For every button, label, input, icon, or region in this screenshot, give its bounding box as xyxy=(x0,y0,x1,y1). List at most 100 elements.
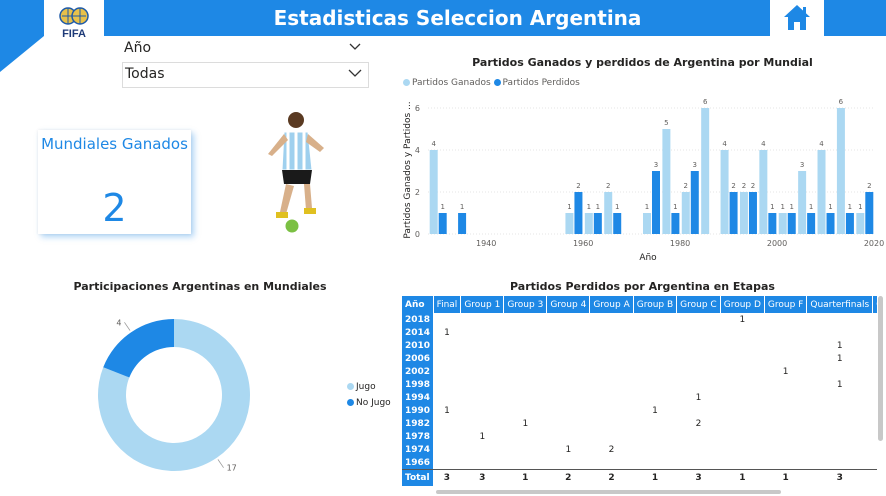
bar-won[interactable] xyxy=(681,192,690,234)
matrix-column-header[interactable]: Group 3 xyxy=(503,296,548,313)
bar-won[interactable] xyxy=(759,150,768,234)
bar-won[interactable] xyxy=(604,192,613,234)
bar-lost[interactable] xyxy=(787,213,796,234)
matrix-column-header[interactable]: Group C xyxy=(676,296,721,313)
matrix-row-header: 1966 xyxy=(402,456,434,470)
bar-lost[interactable] xyxy=(574,192,583,234)
matrix-row: 1966 xyxy=(402,456,877,470)
matrix-column-header[interactable]: Group 4 xyxy=(546,296,591,313)
matrix-cell xyxy=(764,313,806,326)
matrix-cell xyxy=(677,378,721,391)
bar-lost[interactable] xyxy=(613,213,622,234)
matrix-cell xyxy=(504,326,547,339)
matrix-cell xyxy=(504,391,547,404)
bar-lost[interactable] xyxy=(671,213,680,234)
bar-lost[interactable] xyxy=(729,192,738,234)
year-slicer-header[interactable]: Año xyxy=(122,37,367,61)
bar-won[interactable] xyxy=(856,213,865,234)
matrix-cell xyxy=(677,443,721,456)
bar-won[interactable] xyxy=(798,171,807,234)
matrix-cell xyxy=(677,326,721,339)
year-dropdown[interactable]: Todas xyxy=(122,62,369,88)
bar-lost[interactable] xyxy=(768,213,777,234)
matrix-row-header: 1974 xyxy=(402,443,434,456)
donut-slice[interactable] xyxy=(103,319,174,378)
x-tick-label: 1960 xyxy=(573,239,593,248)
year-slicer-label: Año xyxy=(124,40,152,56)
bar-lost[interactable] xyxy=(690,171,699,234)
bar-lost[interactable] xyxy=(652,171,660,234)
matrix-cell: 1 xyxy=(503,469,547,486)
matrix-row: 2010 1 xyxy=(402,339,877,352)
matrix-cell: 1 xyxy=(695,392,702,403)
matrix-column-header[interactable]: Quarte xyxy=(872,296,877,313)
legend-item-no-jugo[interactable]: No Jugo xyxy=(347,398,391,408)
matrix-column-header[interactable]: Group 1 xyxy=(460,296,505,313)
legend-item-jugo[interactable]: Jugo xyxy=(347,382,391,392)
matrix-cell xyxy=(633,391,676,404)
bar-won[interactable] xyxy=(584,213,593,234)
matrix-cell xyxy=(873,404,877,417)
bar-lost[interactable] xyxy=(865,192,874,234)
bar-data-label: 1 xyxy=(828,203,832,211)
matrix-cell xyxy=(633,456,676,470)
matrix-cell xyxy=(873,391,877,404)
bar-won[interactable] xyxy=(643,213,651,234)
matrix-cell xyxy=(504,430,547,443)
bar-lost[interactable] xyxy=(458,213,467,234)
matrix-column-header[interactable]: Quarterfinals xyxy=(806,296,874,313)
matrix-cell xyxy=(433,339,461,352)
bar-lost[interactable] xyxy=(593,213,602,234)
bar-won[interactable] xyxy=(739,192,748,234)
page-title: Estadisticas Seleccion Argentina xyxy=(273,6,642,30)
legend-item-won[interactable]: Partidos Ganados xyxy=(403,78,491,88)
bar-won[interactable] xyxy=(429,150,438,234)
matrix-cell xyxy=(677,430,721,443)
matrix-cell xyxy=(461,326,504,339)
bar-lost[interactable] xyxy=(807,213,816,234)
matrix-column-header[interactable]: Group D xyxy=(720,296,765,313)
home-button[interactable] xyxy=(770,0,824,36)
matrix-cell xyxy=(873,456,877,470)
bar-data-label: 6 xyxy=(703,98,708,106)
matrix-cell xyxy=(547,378,590,391)
home-icon[interactable] xyxy=(770,0,824,36)
matrix-corner-header[interactable]: Año xyxy=(402,296,434,313)
bar-data-label: 4 xyxy=(819,140,824,148)
bar-won[interactable] xyxy=(836,108,845,234)
bar-won[interactable] xyxy=(817,150,826,234)
donut-slice[interactable] xyxy=(97,319,251,471)
matrix-column-header[interactable]: Group B xyxy=(633,296,678,313)
matrix-cell xyxy=(807,417,873,430)
matrix-cell xyxy=(807,456,873,470)
bar-data-label: 1 xyxy=(596,203,600,211)
matrix-cell xyxy=(873,313,877,326)
bar-lost[interactable] xyxy=(438,213,447,234)
matrix-column-header[interactable]: Final xyxy=(433,296,462,313)
matrix-cell: 1 xyxy=(444,327,450,338)
matrix-column-header[interactable]: Group F xyxy=(764,296,808,313)
bar-won[interactable] xyxy=(565,213,574,234)
bar-won[interactable] xyxy=(701,108,710,234)
bar-won[interactable] xyxy=(662,129,671,234)
bar-won[interactable] xyxy=(720,150,729,234)
bar-data-label: 4 xyxy=(722,140,727,148)
matrix-cell: 2 xyxy=(546,469,590,486)
matrix-cell xyxy=(633,339,676,352)
chevron-down-icon[interactable] xyxy=(348,69,362,78)
bar-won[interactable] xyxy=(778,213,787,234)
bar-lost[interactable] xyxy=(826,213,835,234)
matrix-row-header: 1990 xyxy=(402,404,434,417)
matrix-vertical-scrollbar[interactable] xyxy=(878,296,883,441)
bar-lost[interactable] xyxy=(748,192,757,234)
matrix-cell xyxy=(677,339,721,352)
chevron-down-icon[interactable] xyxy=(349,43,361,51)
matrix-column-header[interactable]: Group A xyxy=(589,296,634,313)
matrix-row-header: 2018 xyxy=(402,313,434,326)
fifa-logo-text: FIFA xyxy=(62,28,86,40)
legend-item-lost[interactable]: Partidos Perdidos xyxy=(493,78,580,88)
bar-data-label: 2 xyxy=(731,182,735,190)
matrix-horizontal-scrollbar[interactable] xyxy=(436,490,781,494)
y-axis-title: Partidos Ganados y Partidos ... xyxy=(403,101,413,238)
bar-lost[interactable] xyxy=(845,213,854,234)
